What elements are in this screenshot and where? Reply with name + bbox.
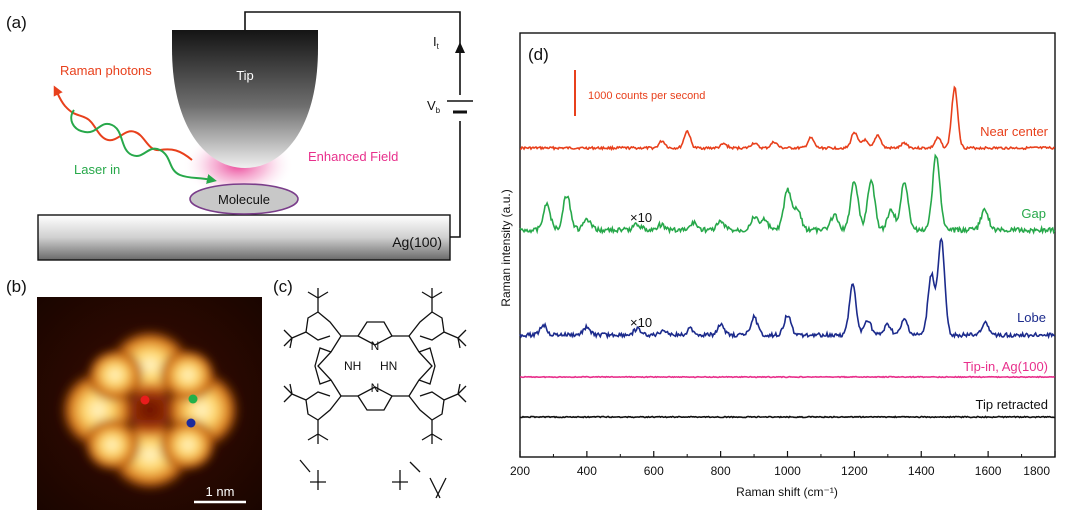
marker-red bbox=[140, 395, 150, 405]
raman-photons-label: Raman photons bbox=[60, 63, 152, 78]
panel-a: (a) It Vb Tip Ag(100) Molecule Raman pho… bbox=[6, 11, 473, 261]
atom-nh: NH bbox=[344, 359, 361, 373]
spectrum-line-tip-retracted bbox=[519, 415, 1055, 419]
battery-gap bbox=[452, 95, 468, 121]
spectrum-line-tip-in-ag-100 bbox=[519, 375, 1056, 379]
scale-bar-label: 1 nm bbox=[206, 484, 235, 499]
intensity-scale-label: 1000 counts per second bbox=[588, 90, 705, 102]
marker-green bbox=[188, 394, 198, 404]
panel-d-label: (d) bbox=[528, 45, 549, 64]
series-label-lobe: Lobe bbox=[1017, 310, 1046, 325]
porphyrin-structure bbox=[283, 288, 467, 499]
x-tick-label: 400 bbox=[577, 464, 597, 478]
circuit-wire bbox=[244, 11, 461, 238]
x-tick-label: 200 bbox=[510, 464, 530, 478]
series-label-near-center: Near center bbox=[980, 124, 1049, 139]
current-label: It bbox=[433, 34, 440, 51]
panel-c-label: (c) bbox=[273, 277, 293, 296]
spectrum-line-near-center bbox=[519, 85, 1055, 152]
xlabel: Raman shift (cm⁻¹) bbox=[736, 485, 838, 499]
atom-n-bottom: N bbox=[371, 381, 380, 395]
series-label-tip-in: Tip-in, Ag(100) bbox=[963, 359, 1048, 374]
enhanced-field-label: Enhanced Field bbox=[308, 149, 398, 164]
x-tick-label: 1200 bbox=[841, 464, 868, 478]
marker-blue bbox=[186, 418, 196, 428]
tip-label: Tip bbox=[236, 68, 254, 83]
atom-hn: HN bbox=[380, 359, 397, 373]
spectra-traces bbox=[519, 85, 1056, 419]
panel-c: (c) bbox=[273, 277, 467, 499]
panel-b-label: (b) bbox=[6, 277, 27, 296]
current-arrow-icon bbox=[455, 42, 465, 53]
x-tick-label: 600 bbox=[644, 464, 664, 478]
panel-a-label: (a) bbox=[6, 13, 27, 32]
ylabel: Raman intensity (a.u.) bbox=[499, 189, 513, 306]
x-tick-label: 1600 bbox=[975, 464, 1002, 478]
laser-in-label: Laser in bbox=[74, 162, 120, 177]
atom-n-top: N bbox=[371, 339, 380, 353]
ag-substrate bbox=[37, 214, 451, 261]
laser-wave bbox=[70, 109, 217, 184]
spectrum-line-gap bbox=[519, 153, 1056, 236]
spectrum-line-lobe bbox=[519, 237, 1056, 340]
x-tick-label: 1800 bbox=[1023, 464, 1050, 478]
panel-d: Raman intensity (a.u.) (d) 1000 counts p… bbox=[499, 32, 1056, 499]
panel-b: (b) 1 nm bbox=[6, 277, 262, 510]
multiplier-gap: ×10 bbox=[630, 210, 652, 225]
x-ticks: 200 400 600 800 1000 1200 1400 1600 1800 bbox=[510, 451, 1056, 478]
substrate-label: Ag(100) bbox=[392, 234, 442, 250]
x-tick-label: 1400 bbox=[908, 464, 935, 478]
tip bbox=[172, 30, 318, 168]
series-label-gap: Gap bbox=[1021, 206, 1046, 221]
raman-photon-wave bbox=[53, 85, 193, 161]
x-tick-label: 800 bbox=[711, 464, 731, 478]
voltage-label: Vb bbox=[427, 98, 441, 115]
x-tick-label: 1000 bbox=[774, 464, 801, 478]
molecule-ellipse bbox=[189, 183, 299, 215]
series-label-tip-retracted: Tip retracted bbox=[976, 397, 1049, 412]
stm-image-lobes bbox=[58, 327, 242, 493]
multiplier-lobe: ×10 bbox=[630, 315, 652, 330]
molecule-label: Molecule bbox=[218, 192, 270, 207]
